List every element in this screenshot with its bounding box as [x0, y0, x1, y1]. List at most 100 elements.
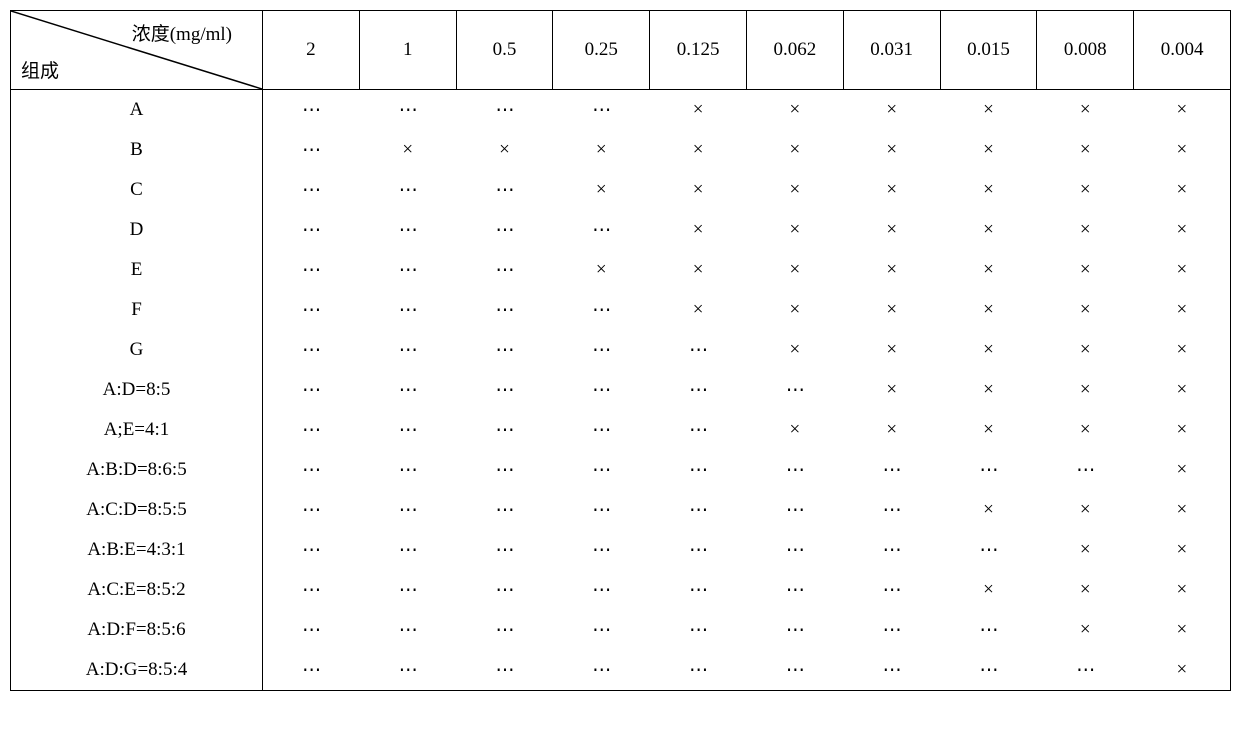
- data-cell: ⋯: [843, 450, 940, 490]
- data-cell: ×: [940, 490, 1037, 530]
- data-cell: ⋯: [650, 450, 747, 490]
- row-label: A:B:D=8:6:5: [11, 450, 263, 490]
- data-cell: ⋯: [359, 490, 456, 530]
- data-cell: ×: [746, 210, 843, 250]
- data-cell: ⋯: [263, 90, 360, 131]
- data-cell: ⋯: [456, 650, 553, 691]
- data-cell: ⋯: [650, 570, 747, 610]
- corner-diagonal-cell: 浓度(mg/ml) 组成: [11, 11, 263, 90]
- data-cell: ⋯: [843, 610, 940, 650]
- data-cell: ⋯: [746, 610, 843, 650]
- data-cell: ×: [1037, 410, 1134, 450]
- data-cell: ⋯: [456, 170, 553, 210]
- table-row: A;E=4:1⋯⋯⋯⋯⋯×××××: [11, 410, 1231, 450]
- data-cell: ×: [1134, 130, 1231, 170]
- data-cell: ×: [843, 170, 940, 210]
- col-header: 1: [359, 11, 456, 90]
- data-cell: ⋯: [359, 530, 456, 570]
- col-header: 0.5: [456, 11, 553, 90]
- data-cell: ⋯: [456, 250, 553, 290]
- data-cell: ×: [940, 90, 1037, 131]
- col-header: 0.004: [1134, 11, 1231, 90]
- data-cell: ×: [1134, 250, 1231, 290]
- data-cell: ⋯: [456, 410, 553, 450]
- data-cell: ×: [1134, 570, 1231, 610]
- data-cell: ×: [1037, 250, 1134, 290]
- data-cell: ⋯: [553, 290, 650, 330]
- data-cell: ×: [1037, 330, 1134, 370]
- data-cell: ⋯: [263, 330, 360, 370]
- table-row: D⋯⋯⋯⋯××××××: [11, 210, 1231, 250]
- table-row: F⋯⋯⋯⋯××××××: [11, 290, 1231, 330]
- table-row: A:C:D=8:5:5⋯⋯⋯⋯⋯⋯⋯×××: [11, 490, 1231, 530]
- data-cell: ×: [843, 290, 940, 330]
- data-cell: ⋯: [263, 370, 360, 410]
- data-cell: ×: [940, 570, 1037, 610]
- data-cell: ⋯: [359, 450, 456, 490]
- data-cell: ×: [1134, 170, 1231, 210]
- data-cell: ×: [843, 210, 940, 250]
- data-cell: ⋯: [359, 610, 456, 650]
- data-cell: ×: [1134, 330, 1231, 370]
- table-body: A⋯⋯⋯⋯××××××B⋯×××××××××C⋯⋯⋯×××××××D⋯⋯⋯⋯××…: [11, 90, 1231, 691]
- data-cell: ⋯: [359, 570, 456, 610]
- data-cell: ⋯: [263, 410, 360, 450]
- col-header: 0.008: [1037, 11, 1134, 90]
- data-cell: ⋯: [746, 650, 843, 691]
- data-cell: ×: [1037, 570, 1134, 610]
- data-cell: ×: [456, 130, 553, 170]
- data-cell: ×: [650, 130, 747, 170]
- table-row: B⋯×××××××××: [11, 130, 1231, 170]
- data-cell: ⋯: [359, 250, 456, 290]
- data-cell: ⋯: [359, 370, 456, 410]
- data-cell: ⋯: [359, 410, 456, 450]
- data-cell: ⋯: [746, 370, 843, 410]
- data-cell: ⋯: [650, 370, 747, 410]
- data-cell: ×: [940, 130, 1037, 170]
- data-cell: ⋯: [263, 250, 360, 290]
- data-cell: ×: [940, 210, 1037, 250]
- data-cell: ⋯: [359, 330, 456, 370]
- data-cell: ⋯: [843, 530, 940, 570]
- row-label: A;E=4:1: [11, 410, 263, 450]
- data-cell: ×: [1134, 450, 1231, 490]
- data-cell: ×: [843, 410, 940, 450]
- data-cell: ⋯: [553, 410, 650, 450]
- data-cell: ×: [650, 290, 747, 330]
- data-cell: ⋯: [940, 610, 1037, 650]
- mic-data-table: 浓度(mg/ml) 组成 2 1 0.5 0.25 0.125 0.062 0.…: [10, 10, 1231, 691]
- data-cell: ×: [940, 250, 1037, 290]
- data-cell: ×: [650, 90, 747, 131]
- table-row: A:D=8:5⋯⋯⋯⋯⋯⋯××××: [11, 370, 1231, 410]
- data-cell: ×: [843, 250, 940, 290]
- row-label: G: [11, 330, 263, 370]
- col-header: 2: [263, 11, 360, 90]
- data-cell: ⋯: [650, 610, 747, 650]
- data-cell: ×: [940, 330, 1037, 370]
- table-row: G⋯⋯⋯⋯⋯×××××: [11, 330, 1231, 370]
- data-cell: ×: [746, 130, 843, 170]
- data-cell: ⋯: [553, 450, 650, 490]
- data-cell: ×: [650, 250, 747, 290]
- data-cell: ×: [746, 250, 843, 290]
- data-cell: ⋯: [359, 290, 456, 330]
- data-cell: ×: [843, 370, 940, 410]
- data-cell: ⋯: [553, 330, 650, 370]
- data-cell: ⋯: [263, 650, 360, 691]
- table-row: A⋯⋯⋯⋯××××××: [11, 90, 1231, 131]
- row-label: A:D:G=8:5:4: [11, 650, 263, 691]
- data-cell: ⋯: [359, 170, 456, 210]
- data-cell: ⋯: [650, 530, 747, 570]
- data-cell: ⋯: [843, 490, 940, 530]
- data-cell: ×: [1037, 490, 1134, 530]
- row-label: A:C:E=8:5:2: [11, 570, 263, 610]
- data-cell: ⋯: [263, 610, 360, 650]
- corner-bottom-label: 组成: [21, 56, 59, 83]
- data-cell: ⋯: [456, 450, 553, 490]
- col-header: 0.062: [746, 11, 843, 90]
- data-cell: ⋯: [456, 370, 553, 410]
- data-cell: ×: [1134, 410, 1231, 450]
- col-header: 0.015: [940, 11, 1037, 90]
- row-label: A:D:F=8:5:6: [11, 610, 263, 650]
- table-row: A:D:G=8:5:4⋯⋯⋯⋯⋯⋯⋯⋯⋯×: [11, 650, 1231, 691]
